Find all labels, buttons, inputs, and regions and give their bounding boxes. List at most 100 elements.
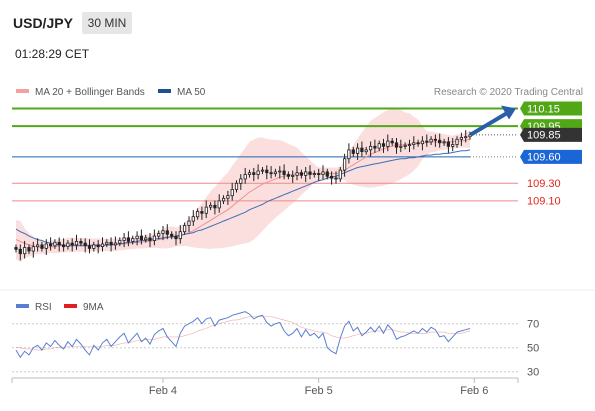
candle	[381, 138, 386, 153]
candle-body	[442, 141, 446, 144]
candle	[221, 195, 226, 204]
candle-body	[195, 211, 200, 218]
candle	[325, 168, 329, 180]
candle	[403, 142, 407, 150]
candle	[247, 169, 252, 178]
candle	[433, 134, 438, 147]
candle	[256, 164, 260, 180]
candle	[390, 138, 394, 146]
candle	[157, 230, 161, 240]
candle-body	[334, 177, 338, 180]
rsi-legend-swatch	[16, 304, 29, 308]
candle-body	[317, 173, 321, 176]
candle	[165, 224, 169, 240]
candle-body	[269, 172, 273, 175]
candle-body	[118, 240, 122, 244]
candle-body	[368, 145, 373, 151]
candle-body	[377, 143, 381, 149]
candle	[464, 130, 468, 143]
candle-body	[386, 140, 390, 147]
candle-body	[187, 220, 191, 226]
candle	[459, 132, 464, 146]
candle-body	[278, 170, 282, 173]
candle	[308, 165, 312, 180]
candle	[44, 239, 48, 255]
price-tag-text: 109.60	[527, 152, 561, 164]
candle	[126, 231, 130, 247]
candle	[161, 226, 165, 241]
candle-body	[57, 241, 61, 246]
candle-body	[247, 172, 252, 175]
candle-body	[342, 158, 347, 171]
candle-body	[144, 237, 148, 241]
candle-body	[420, 140, 425, 145]
price-tag	[520, 127, 582, 142]
candle-body	[373, 145, 377, 149]
candle	[195, 208, 200, 220]
candle-body	[312, 173, 317, 176]
candle-body	[139, 235, 143, 241]
candle-body	[459, 137, 464, 140]
candle-body	[148, 237, 152, 241]
candle	[269, 166, 273, 179]
rsi-level-label: 50	[527, 343, 539, 355]
rsi-legend-label: RSI	[35, 302, 52, 313]
candle-body	[23, 247, 27, 255]
candle	[355, 143, 360, 160]
candle-body	[364, 149, 368, 153]
candle	[252, 167, 256, 182]
rsi-level-label: 70	[527, 319, 539, 331]
candle-body	[273, 171, 278, 175]
candle	[273, 168, 278, 177]
candle-body	[239, 178, 243, 184]
candle-body	[355, 147, 360, 154]
ma50-legend-label: MA 50	[177, 87, 206, 98]
candle-body	[49, 243, 53, 247]
candle	[425, 134, 429, 147]
candle	[243, 167, 247, 184]
candle	[407, 139, 412, 153]
candle-body	[282, 170, 286, 175]
candle	[282, 164, 286, 180]
candle	[368, 141, 373, 157]
candle-body	[321, 171, 325, 175]
candle-body	[429, 138, 433, 143]
candle-body	[105, 241, 109, 245]
candle	[79, 238, 83, 247]
candle	[334, 171, 338, 184]
candle-body	[329, 175, 334, 179]
candle	[312, 170, 317, 178]
candle-body	[425, 140, 429, 143]
candle-body	[464, 136, 468, 139]
bollinger-band	[16, 109, 470, 263]
forecast-arrow-icon	[470, 105, 516, 136]
candle	[217, 194, 221, 213]
candle-body	[70, 242, 74, 246]
timeframe-button[interactable]: 30 MIN	[82, 12, 132, 34]
candle	[83, 238, 87, 253]
candle-body	[234, 182, 239, 190]
rsi-level-label: 30	[527, 367, 539, 379]
candle-body	[221, 197, 226, 202]
candle	[96, 240, 100, 254]
candle-body	[135, 235, 139, 240]
candle	[100, 237, 105, 252]
candle-body	[325, 171, 329, 177]
candle-body	[208, 204, 213, 208]
candle-body	[204, 206, 208, 214]
candle-body	[399, 145, 403, 148]
candle	[239, 174, 243, 190]
x-tick-label: Feb 5	[305, 385, 333, 397]
candle	[338, 167, 342, 182]
candle-body	[468, 134, 472, 138]
candle	[351, 146, 355, 157]
candle	[377, 140, 381, 152]
candle-body	[455, 138, 459, 146]
candle-body	[360, 147, 364, 153]
candle-body	[416, 142, 420, 145]
candle	[442, 138, 446, 146]
price-level-label: 109.10	[527, 196, 561, 208]
candle-body	[243, 174, 247, 180]
candle	[49, 237, 53, 251]
